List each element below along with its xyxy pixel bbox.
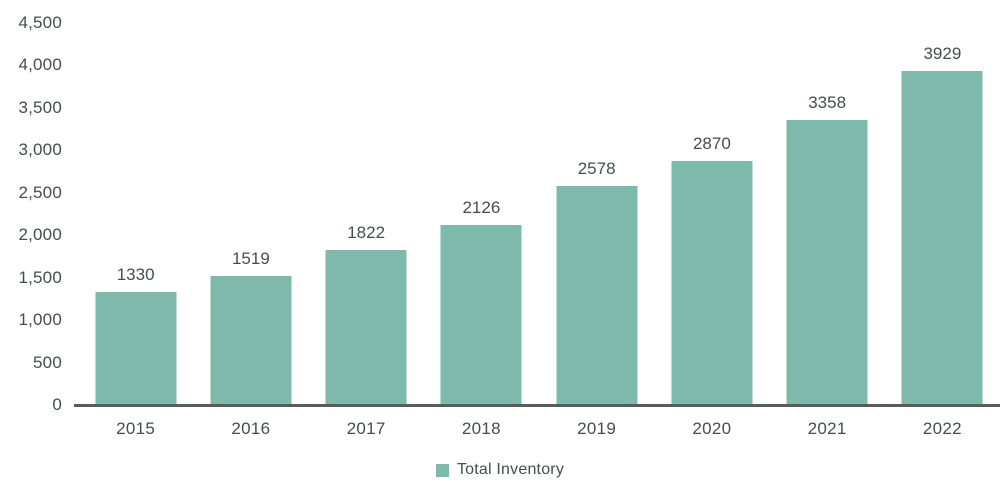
bar-value-label: 3358	[808, 92, 847, 112]
y-tick-label: 2,500	[18, 182, 62, 202]
bar-value-label: 2870	[692, 134, 731, 154]
bar-value-label: 3929	[923, 44, 962, 64]
bar-slot: 3358	[770, 23, 885, 405]
x-axis-label-2020: 2020	[692, 419, 732, 438]
bar-value-label: 2578	[577, 159, 616, 179]
y-tick-label: 4,500	[18, 13, 62, 32]
bar-value-label: 2126	[462, 197, 501, 217]
x-axis-label-2022: 2022	[922, 419, 962, 438]
y-tick-label: 1,000	[18, 310, 62, 330]
legend: Total Inventory	[0, 460, 1000, 480]
x-axis-label-2018: 2018	[461, 419, 501, 438]
y-tick-label: 0	[52, 395, 62, 414]
bar-2022	[901, 71, 983, 405]
bar-2015	[95, 292, 177, 405]
y-tick-label: 4,000	[18, 55, 62, 75]
bar-2016	[210, 276, 292, 405]
x-axis-label-2019: 2019	[577, 419, 617, 438]
bar-value-label: 1822	[347, 223, 386, 243]
bar-slot: 3929	[885, 23, 1000, 405]
bar-slot: 1519	[193, 23, 308, 405]
y-tick-label: 1,500	[18, 267, 62, 287]
legend-label: Total Inventory	[456, 461, 565, 478]
x-axis-label-2015: 2015	[116, 419, 156, 438]
x-axis-line	[74, 404, 1000, 407]
plot-area: 1330 1519 1822 2126 2578 2870 3358 3929	[74, 23, 1000, 407]
y-tick-label: 3,000	[18, 140, 62, 160]
bar-2019	[556, 186, 638, 405]
bar-2021	[786, 119, 868, 405]
x-axis-label-2021: 2021	[807, 419, 847, 438]
x-axis-label-2016: 2016	[231, 419, 271, 438]
bar-slot: 2578	[539, 23, 654, 405]
bar-2017	[325, 250, 407, 405]
bar-slot: 1330	[78, 23, 193, 405]
legend-swatch	[435, 463, 449, 477]
bar-slot: 2126	[424, 23, 539, 405]
y-tick-label: 3,500	[18, 97, 62, 117]
y-tick-label: 2,000	[18, 225, 62, 245]
bar-value-label: 1519	[231, 249, 270, 269]
bar-value-label: 1330	[116, 265, 155, 285]
bar-slot: 2870	[654, 23, 769, 405]
x-axis-labels: 2015 2016 2017 2018 2019 2020 2021 2022	[78, 417, 1000, 441]
y-axis: 0 500 1,000 1,500 2,000 2,500 3,000 3,500 4,000 4…	[0, 13, 62, 414]
y-tick-label: 500	[33, 352, 62, 372]
bar-slot: 1822	[309, 23, 424, 405]
bar-2018	[440, 224, 522, 405]
x-axis-label-2017: 2017	[346, 419, 386, 438]
bar-2020	[671, 161, 753, 405]
bars-container: 1330 1519 1822 2126 2578 2870 3358 3929	[78, 23, 1000, 405]
